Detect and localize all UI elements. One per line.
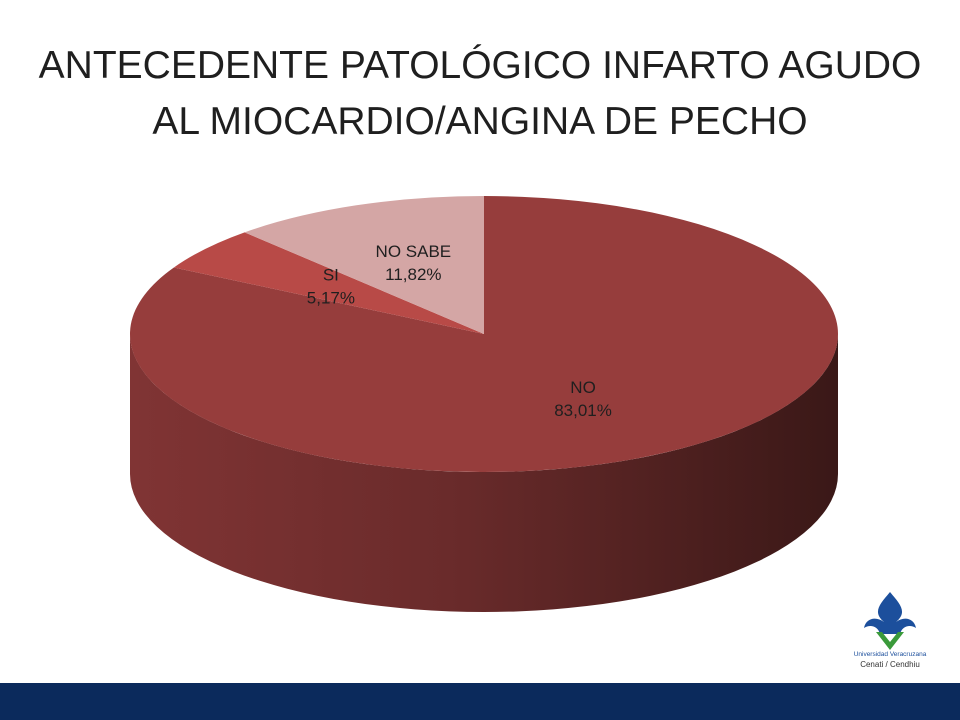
logo-icon bbox=[864, 592, 916, 650]
slice bbox=[173, 232, 484, 334]
slice-value-label: 11,82% bbox=[385, 265, 441, 284]
slice bbox=[244, 196, 484, 334]
slice-side bbox=[130, 334, 838, 612]
logo-name: Universidad Veracruzana bbox=[854, 651, 927, 658]
footer-bar bbox=[0, 683, 960, 720]
slice-category-label: NO SABE bbox=[376, 242, 452, 261]
slice-value-label: 83,01% bbox=[554, 401, 612, 420]
chart-title: ANTECEDENTE PATOLÓGICO INFARTO AGUDO AL … bbox=[38, 44, 922, 143]
slice-category-label: SI bbox=[323, 266, 339, 285]
logo-unit: Cenati / Cendhiu bbox=[860, 660, 920, 669]
slice-category-label: NO bbox=[570, 378, 596, 397]
slice-value-label: 5,17% bbox=[307, 289, 355, 308]
